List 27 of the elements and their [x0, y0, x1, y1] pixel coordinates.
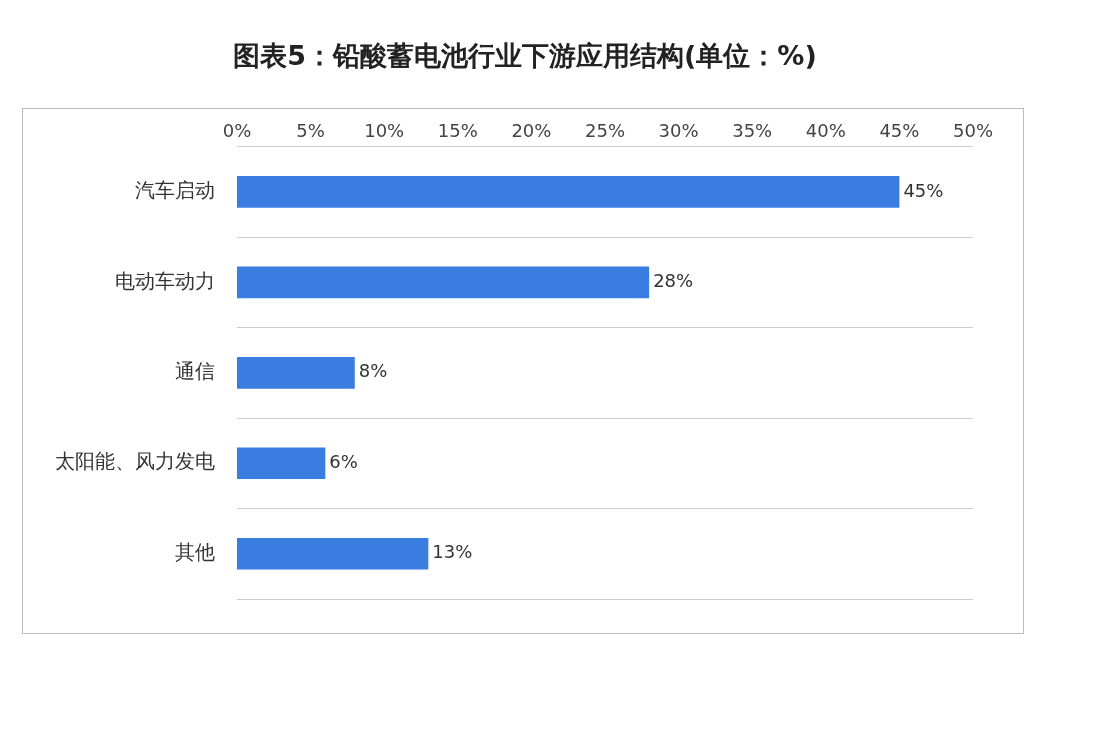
y-tick-label: 电动车动力	[115, 268, 215, 293]
x-tick-label: 30%	[658, 120, 699, 142]
y-tick-label: 通信	[175, 359, 215, 383]
x-tick-label: 40%	[805, 120, 846, 142]
bar	[237, 176, 900, 208]
bar	[237, 537, 429, 570]
x-tick-label: 20%	[511, 120, 552, 142]
x-tick-label: 35%	[732, 120, 773, 142]
x-tick-label: 45%	[879, 120, 920, 142]
x-tick-label: 10%	[364, 120, 405, 142]
data-label: 28%	[653, 269, 694, 291]
x-tick-label: 5%	[296, 120, 325, 142]
bar	[237, 447, 326, 480]
chart-title: 图表5：铅酸蓄电池行业下游应用结构(单位：%)	[232, 39, 818, 73]
x-tick-label: 25%	[584, 120, 626, 142]
y-tick-label: 太阳能、风力发电	[55, 449, 215, 474]
y-tick-label: 其他	[175, 539, 215, 564]
data-label: 45%	[903, 179, 944, 201]
bar	[237, 356, 355, 389]
x-tick-label: 0%	[222, 120, 252, 142]
x-tick-label: 15%	[437, 120, 478, 142]
data-label: 13%	[432, 541, 473, 563]
bar	[237, 266, 650, 299]
y-tick-label: 汽车启动	[135, 178, 215, 203]
data-label: 6%	[329, 450, 358, 472]
x-tick-label: 50%	[952, 120, 994, 142]
data-label: 8%	[358, 360, 388, 382]
